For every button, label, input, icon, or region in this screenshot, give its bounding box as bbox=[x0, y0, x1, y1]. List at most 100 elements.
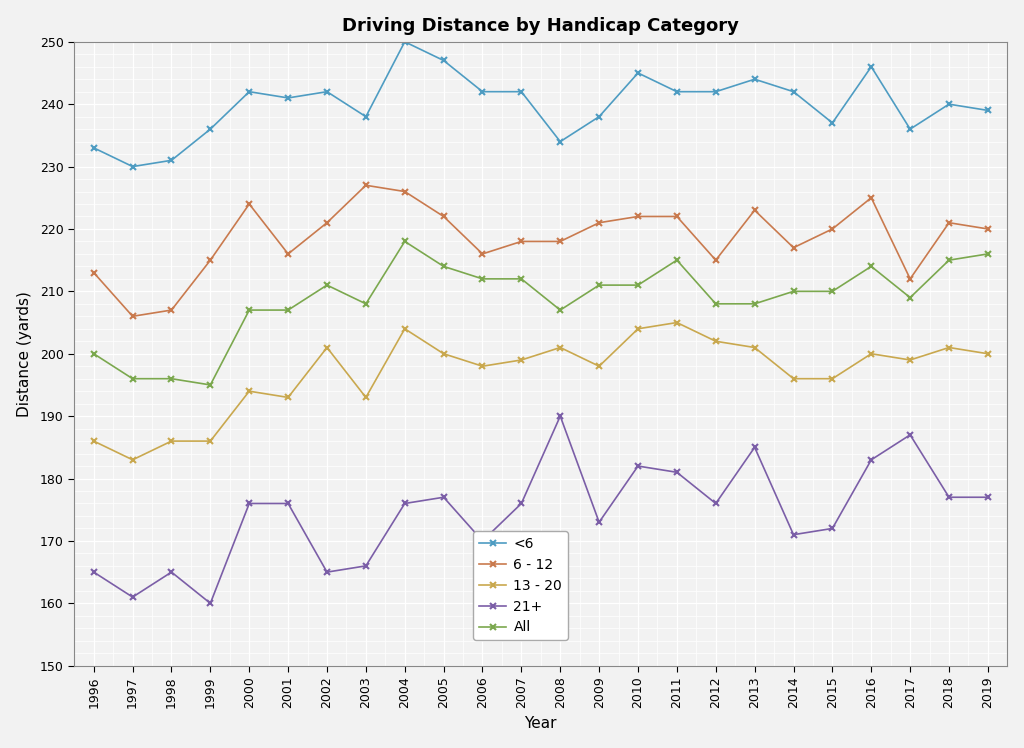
13 - 20 bbox=[943, 343, 955, 352]
6 - 12 bbox=[359, 181, 372, 190]
Line: 21+: 21+ bbox=[90, 413, 991, 607]
<6 bbox=[943, 99, 955, 108]
All bbox=[126, 374, 138, 383]
<6 bbox=[398, 37, 411, 46]
21+ bbox=[437, 493, 450, 502]
13 - 20 bbox=[321, 343, 333, 352]
21+ bbox=[398, 499, 411, 508]
All bbox=[282, 306, 294, 315]
<6 bbox=[126, 162, 138, 171]
All bbox=[749, 299, 761, 308]
6 - 12 bbox=[88, 268, 100, 277]
6 - 12 bbox=[982, 224, 994, 233]
13 - 20 bbox=[476, 362, 488, 371]
13 - 20 bbox=[749, 343, 761, 352]
All bbox=[671, 256, 683, 265]
21+ bbox=[88, 568, 100, 577]
6 - 12 bbox=[826, 224, 839, 233]
13 - 20 bbox=[243, 387, 255, 396]
6 - 12 bbox=[593, 218, 605, 227]
6 - 12 bbox=[321, 218, 333, 227]
21+ bbox=[282, 499, 294, 508]
All bbox=[593, 280, 605, 289]
<6 bbox=[88, 144, 100, 153]
6 - 12 bbox=[243, 200, 255, 209]
6 - 12 bbox=[787, 243, 800, 252]
6 - 12 bbox=[476, 249, 488, 258]
6 - 12 bbox=[865, 193, 878, 202]
<6 bbox=[359, 112, 372, 121]
13 - 20 bbox=[359, 393, 372, 402]
13 - 20 bbox=[632, 325, 644, 334]
Y-axis label: Distance (yards): Distance (yards) bbox=[16, 291, 32, 417]
6 - 12 bbox=[126, 312, 138, 321]
13 - 20 bbox=[204, 437, 216, 446]
21+ bbox=[204, 599, 216, 608]
<6 bbox=[632, 69, 644, 78]
<6 bbox=[749, 75, 761, 84]
13 - 20 bbox=[826, 374, 839, 383]
All bbox=[554, 306, 566, 315]
Title: Driving Distance by Handicap Category: Driving Distance by Handicap Category bbox=[342, 16, 739, 34]
21+ bbox=[554, 411, 566, 420]
All bbox=[321, 280, 333, 289]
All bbox=[826, 287, 839, 296]
21+ bbox=[515, 499, 527, 508]
All bbox=[710, 299, 722, 308]
21+ bbox=[982, 493, 994, 502]
13 - 20 bbox=[787, 374, 800, 383]
<6 bbox=[593, 112, 605, 121]
<6 bbox=[204, 125, 216, 134]
<6 bbox=[437, 56, 450, 65]
All bbox=[204, 381, 216, 390]
6 - 12 bbox=[710, 256, 722, 265]
6 - 12 bbox=[282, 249, 294, 258]
6 - 12 bbox=[671, 212, 683, 221]
21+ bbox=[593, 518, 605, 527]
Line: 6 - 12: 6 - 12 bbox=[90, 182, 991, 320]
<6 bbox=[476, 88, 488, 96]
All bbox=[904, 293, 916, 302]
<6 bbox=[554, 137, 566, 146]
6 - 12 bbox=[904, 275, 916, 283]
Line: 13 - 20: 13 - 20 bbox=[90, 319, 991, 463]
<6 bbox=[982, 106, 994, 115]
<6 bbox=[243, 88, 255, 96]
21+ bbox=[476, 536, 488, 545]
<6 bbox=[826, 118, 839, 127]
All bbox=[982, 249, 994, 258]
<6 bbox=[165, 156, 177, 165]
21+ bbox=[126, 592, 138, 601]
21+ bbox=[321, 568, 333, 577]
All bbox=[243, 306, 255, 315]
21+ bbox=[749, 443, 761, 452]
13 - 20 bbox=[593, 362, 605, 371]
All bbox=[787, 287, 800, 296]
13 - 20 bbox=[554, 343, 566, 352]
<6 bbox=[865, 62, 878, 71]
13 - 20 bbox=[710, 337, 722, 346]
<6 bbox=[904, 125, 916, 134]
13 - 20 bbox=[398, 325, 411, 334]
Line: All: All bbox=[90, 238, 991, 388]
13 - 20 bbox=[982, 349, 994, 358]
All bbox=[865, 262, 878, 271]
<6 bbox=[515, 88, 527, 96]
X-axis label: Year: Year bbox=[524, 717, 557, 732]
21+ bbox=[710, 499, 722, 508]
<6 bbox=[321, 88, 333, 96]
21+ bbox=[787, 530, 800, 539]
6 - 12 bbox=[437, 212, 450, 221]
13 - 20 bbox=[515, 355, 527, 364]
6 - 12 bbox=[204, 256, 216, 265]
All bbox=[515, 275, 527, 283]
21+ bbox=[904, 430, 916, 439]
21+ bbox=[943, 493, 955, 502]
All bbox=[398, 237, 411, 246]
21+ bbox=[865, 456, 878, 465]
<6 bbox=[710, 88, 722, 96]
<6 bbox=[787, 88, 800, 96]
<6 bbox=[671, 88, 683, 96]
21+ bbox=[826, 524, 839, 533]
All bbox=[943, 256, 955, 265]
